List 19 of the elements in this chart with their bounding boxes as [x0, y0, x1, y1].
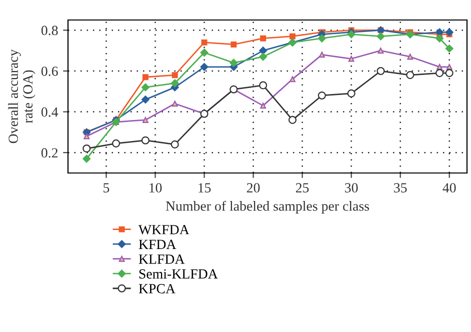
x-tick-label: 10	[150, 183, 162, 192]
y-axis-title: Overall accuracy rate (OA)	[8, 49, 36, 144]
legend-label: WKFDA	[138, 225, 190, 234]
x-tick-label: 25	[296, 183, 309, 192]
x-tick-label: 40	[442, 183, 456, 192]
x-tick-label: 5	[104, 183, 110, 192]
legend-label: KFDA	[138, 240, 176, 249]
y-tick-label: 0.6	[41, 66, 58, 76]
x-axis-title: Number of labeled samples per class	[166, 200, 370, 214]
x-tick-label: 20	[246, 183, 260, 192]
y-tick-label: 0.8	[41, 26, 58, 36]
x-tick-label: 15	[198, 183, 211, 192]
y-tick-label: 0.4	[41, 107, 58, 117]
legend-label: KLFDA	[138, 254, 185, 264]
legend-label: Semi-KLFDA	[139, 269, 218, 279]
legend-label: KPCA	[138, 284, 176, 294]
x-tick-label: 35	[394, 183, 407, 192]
x-tick-label: 30	[345, 183, 358, 192]
y-tick-label: 0.2	[41, 148, 58, 158]
